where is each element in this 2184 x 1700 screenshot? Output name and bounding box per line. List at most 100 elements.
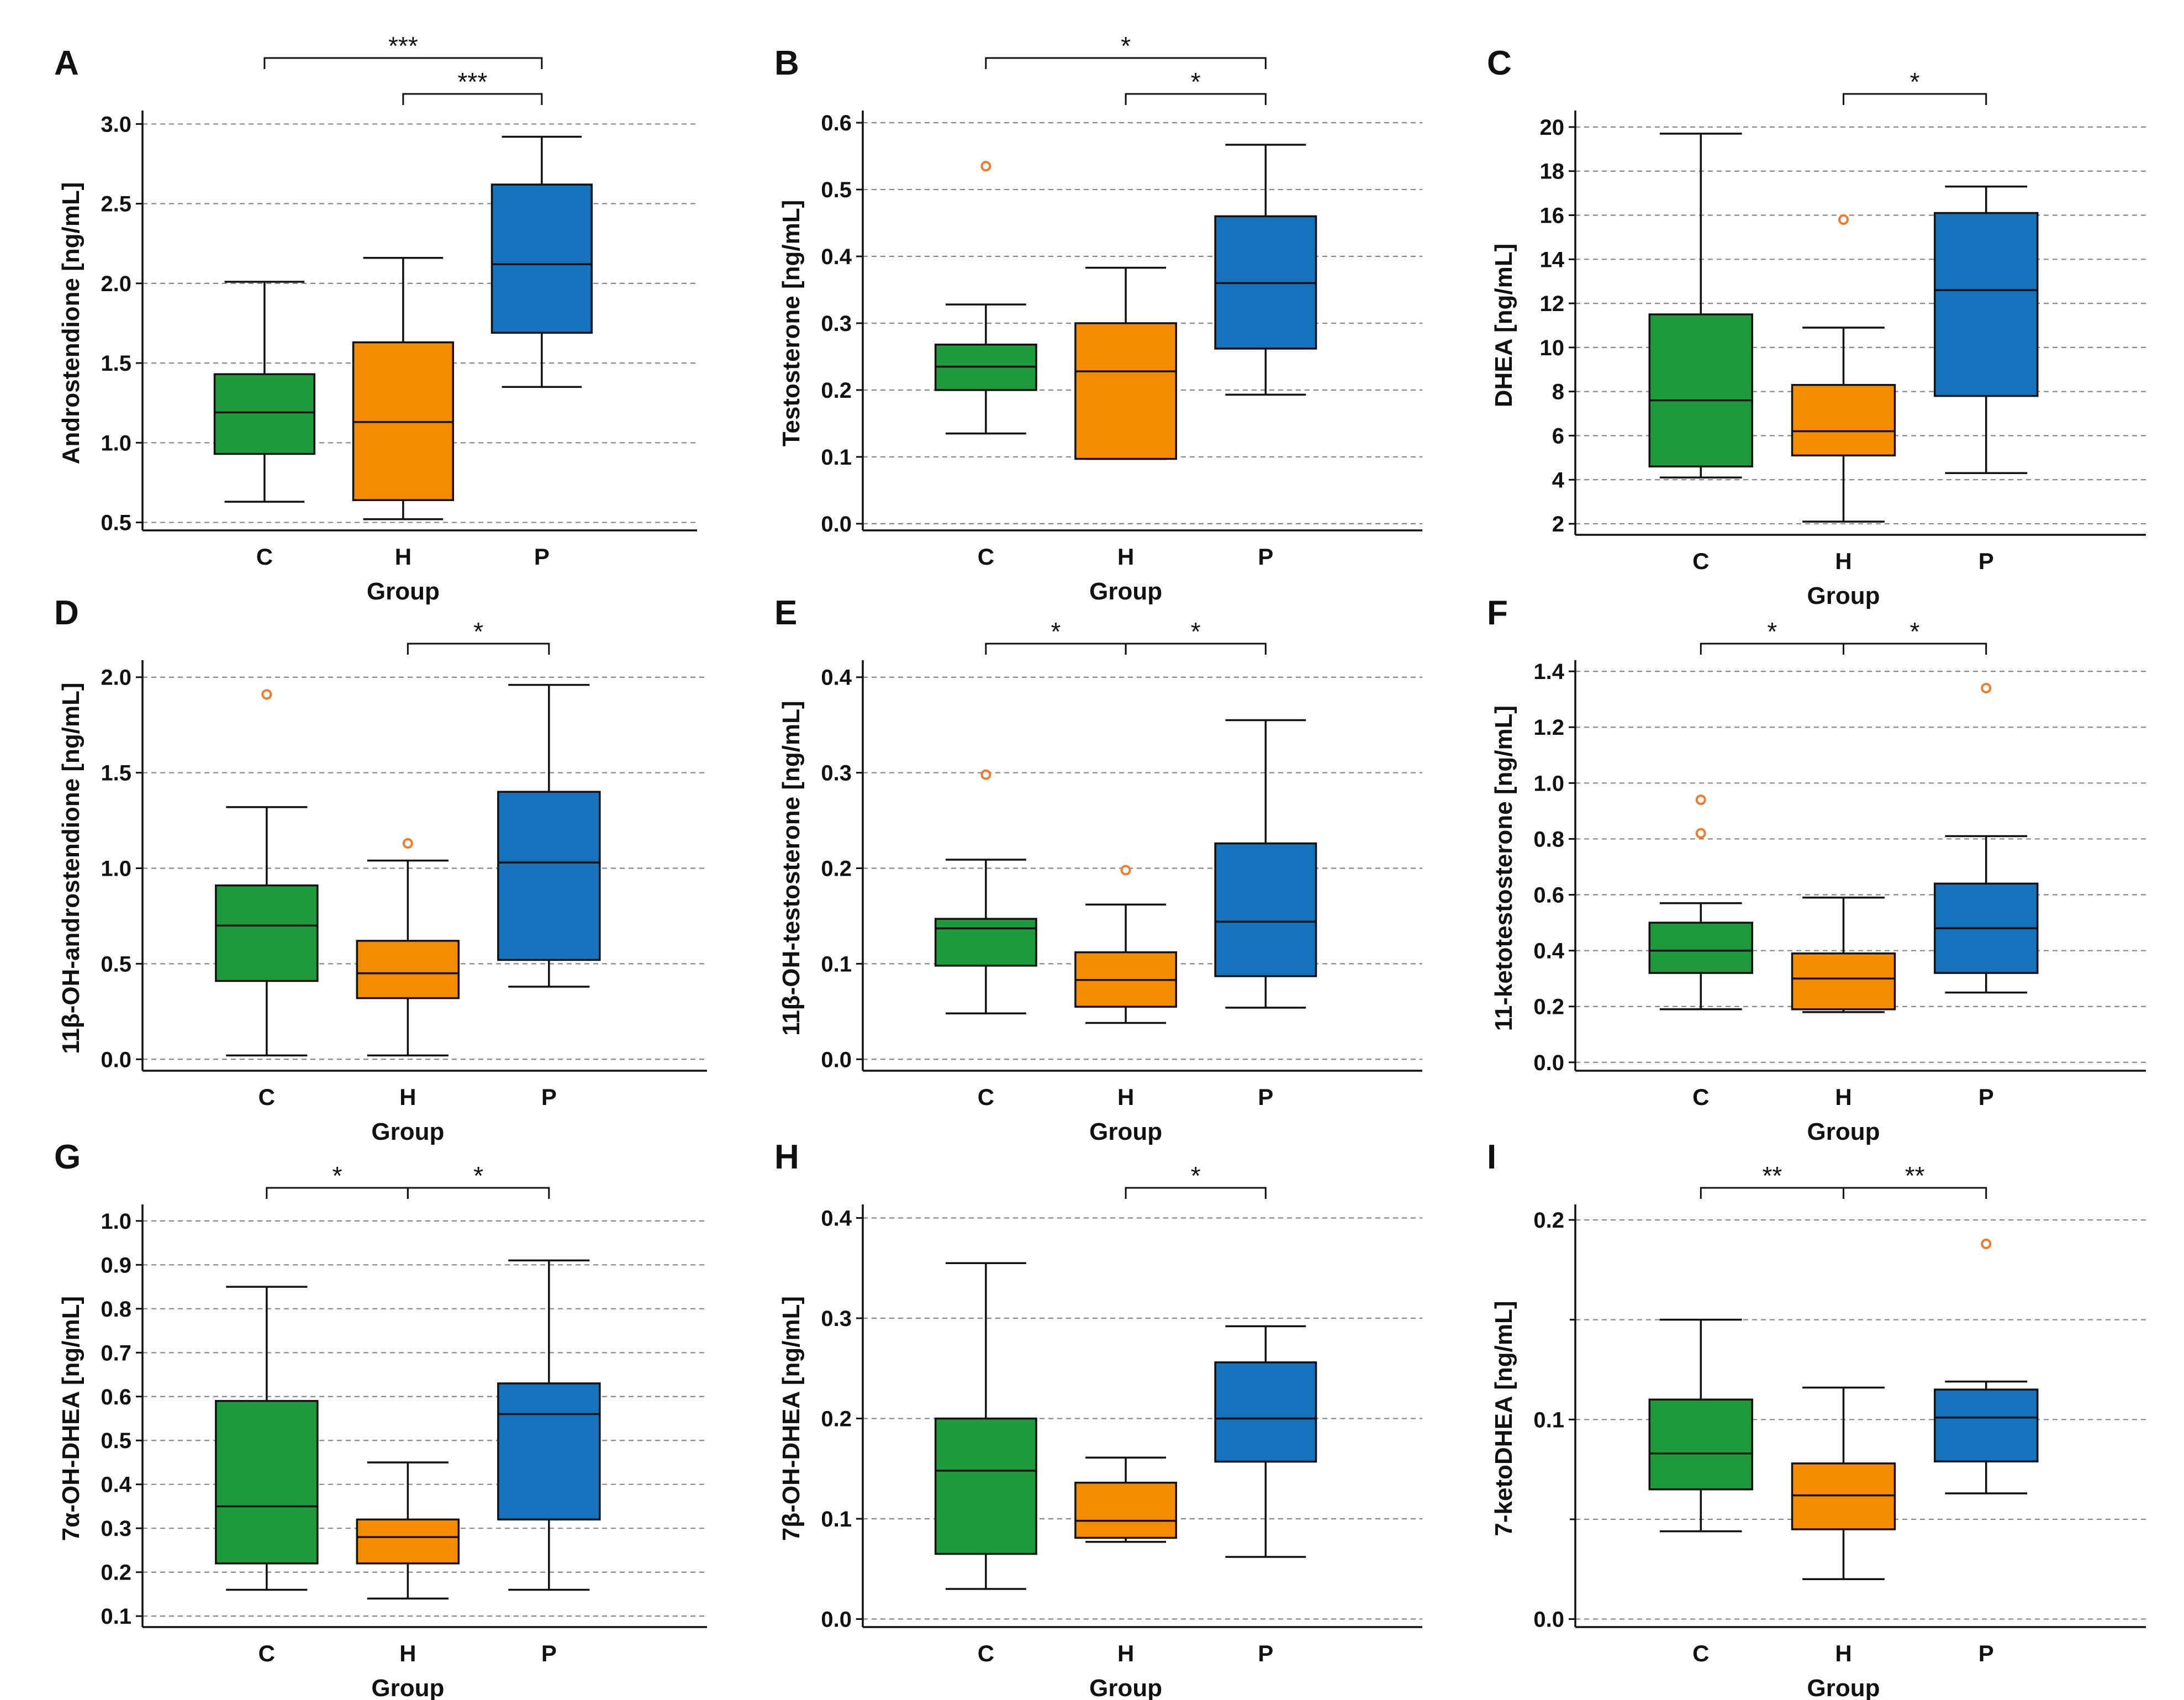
y-tick-label: 2.0 bbox=[101, 272, 131, 296]
panel-letter: F bbox=[1487, 594, 1508, 632]
significance-bracket: ** bbox=[1843, 1161, 1987, 1199]
significance-label: *** bbox=[458, 67, 488, 96]
x-tick-label: C bbox=[259, 1084, 275, 1110]
bracket-line bbox=[1125, 643, 1267, 655]
x-tick-label: H bbox=[1117, 1084, 1134, 1110]
box-p bbox=[1214, 1325, 1317, 1558]
y-tick-label: 1.2 bbox=[1533, 715, 1564, 740]
outlier-point bbox=[402, 838, 413, 849]
y-tick-label: 8 bbox=[1552, 380, 1564, 404]
box-p bbox=[1214, 719, 1317, 1009]
iqr-box bbox=[1934, 1388, 2039, 1462]
y-tick-label: 14 bbox=[1540, 248, 1565, 272]
x-tick-label: C bbox=[978, 1640, 994, 1666]
y-tick-label: 1.5 bbox=[101, 761, 131, 786]
panel-letter: D bbox=[54, 594, 79, 632]
x-axis-label: Group bbox=[1807, 1118, 1880, 1145]
y-tick-label: 0.2 bbox=[821, 378, 852, 403]
y-axis-label: 7α-OH-DHEA [ng/mL] bbox=[57, 1296, 85, 1541]
y-tick-label: 0.5 bbox=[101, 952, 131, 976]
x-tick-label: H bbox=[1117, 544, 1134, 570]
outlier-point bbox=[1981, 1238, 1992, 1249]
y-tick-label: 0.8 bbox=[101, 1297, 131, 1322]
y-tick-label: 0.1 bbox=[821, 1507, 852, 1531]
iqr-box bbox=[215, 1399, 319, 1565]
x-tick-label: P bbox=[1258, 544, 1273, 570]
box-h bbox=[1791, 214, 1896, 523]
box-h bbox=[1791, 896, 1896, 1013]
panel-e: E 0.0 0.1 0.2 0.3 0.4 11β-OH-testosterone [ng/… bbox=[774, 594, 1422, 1145]
significance-bracket: * bbox=[407, 617, 550, 655]
box-c bbox=[215, 1286, 319, 1591]
y-axis-label: DHEA [ng/mL] bbox=[1490, 244, 1517, 408]
significance-label: * bbox=[1051, 617, 1061, 646]
significance-bracket: * bbox=[266, 1161, 409, 1199]
iqr-box bbox=[934, 918, 1037, 967]
x-tick-label: P bbox=[1258, 1640, 1273, 1666]
box-h bbox=[1074, 1456, 1178, 1543]
significance-label: * bbox=[333, 1161, 342, 1190]
bracket-line bbox=[402, 93, 543, 105]
significance-label: * bbox=[1767, 617, 1777, 646]
outlier-point bbox=[1695, 828, 1706, 839]
iqr-box bbox=[1074, 322, 1178, 460]
y-tick-label: 0.2 bbox=[1533, 1208, 1564, 1233]
x-tick-label: H bbox=[399, 1084, 416, 1110]
bracket-line bbox=[1843, 93, 1987, 105]
y-tick-label: 12 bbox=[1540, 292, 1565, 316]
significance-label: * bbox=[473, 617, 483, 646]
box-c bbox=[934, 769, 1037, 1015]
bracket-line bbox=[407, 643, 550, 655]
bracket-line bbox=[263, 57, 543, 69]
y-tick-label: 0.3 bbox=[821, 1307, 852, 1331]
box-c bbox=[1648, 794, 1753, 1010]
box-p bbox=[1934, 682, 2039, 994]
x-tick-label: C bbox=[259, 1640, 275, 1666]
iqr-box bbox=[215, 884, 319, 982]
y-tick-label: 0.2 bbox=[101, 1561, 131, 1585]
significance-bracket: * bbox=[1125, 1161, 1267, 1199]
x-tick-label: H bbox=[399, 1640, 416, 1666]
x-axis-label: Group bbox=[371, 1675, 444, 1700]
y-tick-label: 0.1 bbox=[1533, 1408, 1564, 1432]
y-tick-label: 0.0 bbox=[1533, 1051, 1564, 1075]
box-p bbox=[1934, 1238, 2039, 1494]
iqr-box bbox=[490, 183, 593, 334]
significance-bracket: * bbox=[1125, 617, 1267, 655]
panel-f: F 0.0 0.2 0.4 0.6 0.8 1.0 1.2 1.4 11-ketotestoste… bbox=[1487, 594, 2146, 1145]
box-c bbox=[934, 161, 1037, 435]
y-tick-label: 0.2 bbox=[821, 1407, 852, 1431]
y-tick-label: 0.2 bbox=[821, 857, 852, 881]
x-axis-label: Group bbox=[1089, 578, 1162, 605]
significance-label: * bbox=[1910, 67, 1920, 96]
y-tick-label: 0.3 bbox=[101, 1517, 131, 1541]
box-c bbox=[934, 1262, 1037, 1590]
iqr-box bbox=[1791, 1462, 1896, 1530]
y-tick-label: 1.0 bbox=[101, 431, 131, 455]
bracket-line bbox=[1125, 93, 1267, 105]
y-tick-label: 0.4 bbox=[1533, 939, 1564, 964]
x-axis-label: Group bbox=[1089, 1675, 1162, 1700]
significance-bracket: *** bbox=[402, 67, 543, 105]
bracket-line bbox=[1125, 1187, 1267, 1199]
y-axis-label: 7β-OH-DHEA [ng/mL] bbox=[778, 1296, 805, 1541]
x-tick-label: P bbox=[541, 1640, 557, 1666]
bracket-line bbox=[985, 57, 1267, 69]
y-tick-label: 0.9 bbox=[101, 1253, 131, 1277]
iqr-box bbox=[934, 1417, 1037, 1555]
y-tick-label: 1.0 bbox=[101, 1209, 131, 1234]
y-tick-label: 0.3 bbox=[821, 761, 852, 786]
significance-label: * bbox=[1121, 31, 1131, 60]
y-tick-label: 1.4 bbox=[1533, 660, 1564, 684]
y-axis-label: 7-ketoDHEA [ng/mL] bbox=[1490, 1301, 1517, 1536]
x-tick-label: P bbox=[534, 544, 550, 570]
bracket-line bbox=[1843, 643, 1987, 655]
x-tick-label: P bbox=[1258, 1084, 1273, 1110]
significance-bracket: ** bbox=[1700, 1161, 1845, 1199]
y-tick-label: 0.8 bbox=[1533, 827, 1564, 851]
box-p bbox=[497, 1259, 601, 1591]
x-tick-label: C bbox=[1692, 548, 1709, 574]
x-tick-label: P bbox=[1979, 548, 1994, 574]
y-tick-label: 0.0 bbox=[101, 1048, 131, 1072]
